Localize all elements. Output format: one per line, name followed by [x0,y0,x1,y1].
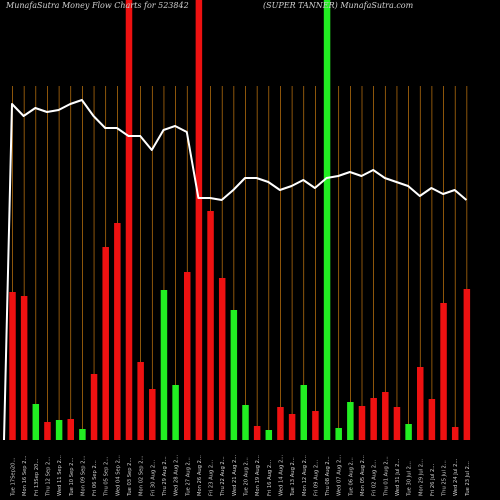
x-axis-label: Wed 14 Aug 2... [278,454,284,496]
money-flow-bar [382,392,389,440]
x-axis-label: Wed 07 Aug 2... [337,454,343,496]
money-flow-bar [300,385,307,440]
money-flow-bar [417,367,424,440]
x-axis-label: Thu 12 Sep 2... [45,456,51,497]
money-flow-bar [253,426,261,440]
x-axis-label: Wed 21 Aug 2... [232,454,238,496]
x-axis-label: Fri 06 Sep 2... [92,460,98,496]
money-flow-bar [160,290,168,440]
money-flow-bar [149,389,156,440]
money-flow-bar [114,223,121,440]
x-axis-label: Fri 02 Aug 2... [372,460,378,496]
money-flow-bar [32,404,40,440]
money-flow-bar [335,428,342,440]
money-flow-bar [207,211,214,440]
x-axis-label: Mon 05 Aug 2... [360,455,366,496]
x-axis-label: Wed 04 Sep 2... [115,455,121,496]
x-axis-label: Thu 29 Aug 2... [162,456,168,497]
money-flow-bar [55,420,63,440]
x-axis-label: Wed 11 Sep 2... [57,455,63,496]
x-axis-label: Mon 19 Aug 2... [255,455,261,496]
x-axis-label: Wed 24 Jul 2... [453,458,459,496]
money-flow-bar [312,411,319,440]
money-flow-bar [463,289,471,440]
price-line-path [3,99,468,441]
x-axis-label: Mon 26 Aug 2... [197,455,203,496]
x-axis-labels: Tue 17Sep20... Mon 16 Sep 2... Fri 13Sep 2… [11,454,471,497]
x-axis-label: Tue 13 Aug 2... [290,457,296,497]
x-axis-label: Fri 13Sep 20... [34,458,40,496]
money-flow-bar [323,0,331,440]
x-axis-label: Thu 01 Aug 2... [383,456,389,497]
money-flow-bar [393,407,401,440]
money-flow-bar [218,278,226,440]
money-flow-bar [172,385,179,440]
x-axis-label: Thu 22 Aug 2... [220,456,226,497]
money-flow-bar [265,430,273,440]
money-flow-bar [137,362,144,440]
x-axis-label: Tue 03 Sep 2... [127,457,133,497]
x-axis-label: Tue 23 Jul 2... [465,461,471,497]
money-flow-bar [451,427,459,440]
x-axis-label: Tue 06 Aug 2... [348,457,354,497]
x-axis-label: Mon 16 Sep 2... [22,455,28,496]
x-axis-label: Tue 20 Aug 2... [244,457,250,497]
money-flow-bar [405,424,412,440]
x-axis-label: Fri 26 Jul 2... [430,463,436,496]
x-axis-label: Fri 09 Aug 2... [313,460,319,496]
chart-header-title: MunafaSutra Money Flow Charts for 523842 [6,1,189,10]
chart-header-site: (SUPER TANNER) MunafaSutra.com [263,1,414,10]
price-line [3,99,468,441]
x-axis-label: Mon 02 Sep 2... [139,455,145,496]
x-axis-label: Mon 12 Aug 2... [302,455,308,496]
money-flow-bar [184,272,191,440]
x-axis-label: Thu 25 Jul 2... [442,460,448,497]
money-flow-bar [347,402,354,440]
x-axis-label: Thu 05 Sep 2... [104,456,110,497]
money-flow-bar [242,405,249,440]
x-axis-label: Mon 09 Sep 2... [80,455,86,496]
money-flow-bar [277,407,284,440]
money-flow-bar [440,303,447,440]
x-axis-label: Wed 31 Jul 2... [395,458,401,496]
money-flow-bar [358,406,366,440]
money-flow-bar [102,247,109,440]
x-axis-label: Tue 10 Sep 2... [69,457,75,497]
money-flow-bar [230,310,238,440]
money-flow-bar [67,419,74,440]
money-flow-bar [79,429,86,440]
x-axis-label: Fri 30 Aug 2... [150,460,156,496]
x-axis-label: Wed 28 Aug 2... [174,454,180,496]
x-axis-label: Tue 17Sep20... [11,457,17,497]
money-flow-bar [195,0,203,440]
money-flow-bar [90,374,98,440]
money-flow-bar [370,398,377,440]
x-axis-label: Tue 27 Aug 2... [185,457,191,497]
money-flow-bars [9,0,471,440]
x-axis-label: Tue 30 Jul 2... [407,461,413,497]
money-flow-bar [125,0,133,440]
money-flow-bar [20,296,28,440]
x-axis-label: Thu 08 Aug 2... [325,456,331,497]
x-axis-label: Mon 29 Jul 2... [418,459,424,496]
money-flow-bar [288,414,296,440]
x-axis-label: Fri 16 Aug 2... [267,460,273,496]
money-flow-bar [9,292,16,440]
money-flow-bar [428,399,436,440]
money-flow-bar [44,422,51,440]
x-axis-label: Fri 23 Aug 2... [209,460,215,496]
